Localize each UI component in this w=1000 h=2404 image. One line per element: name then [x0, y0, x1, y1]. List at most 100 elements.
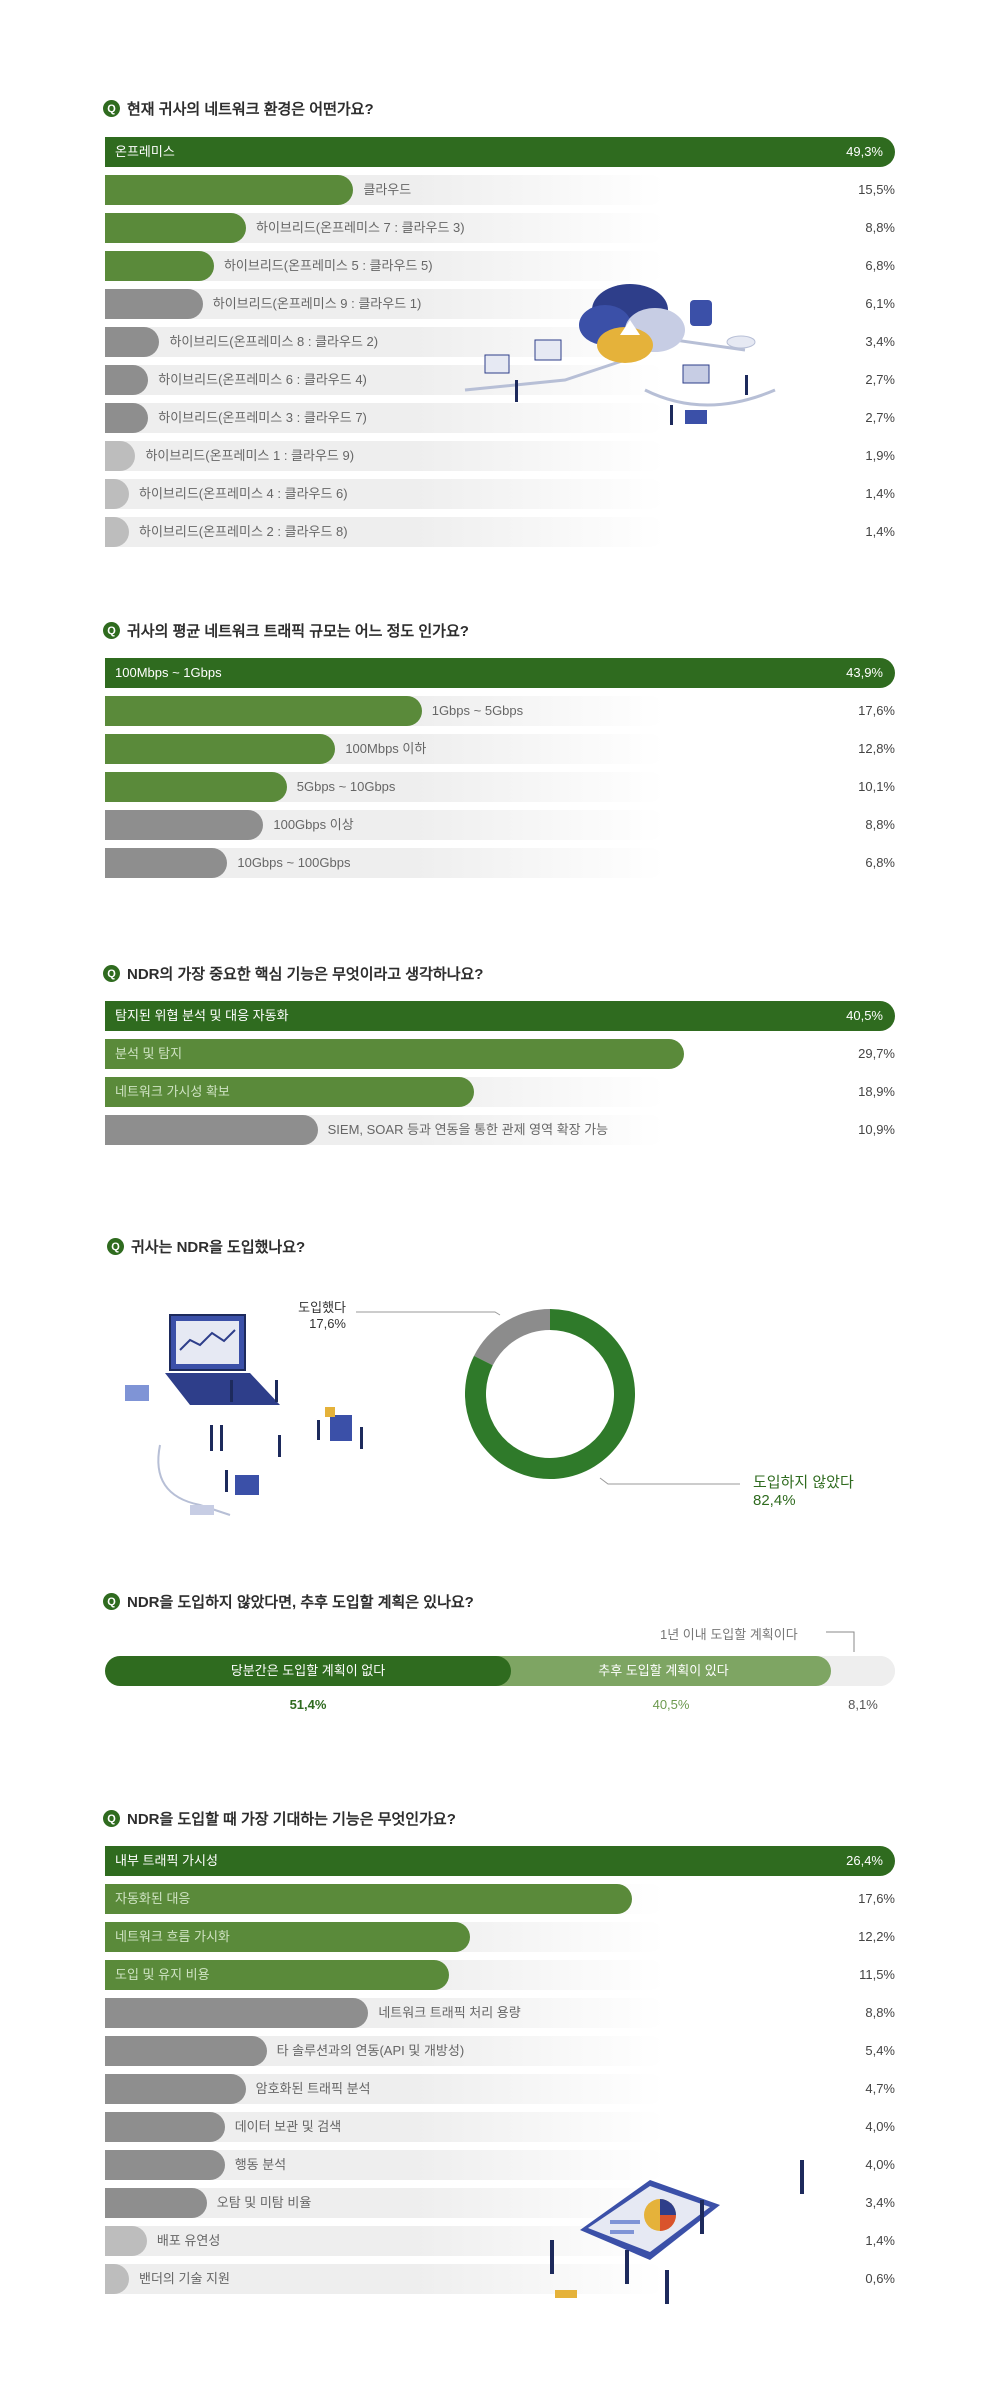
question-title: Q 현재 귀사의 네트워크 환경은 어떤가요? — [103, 98, 374, 119]
bar-label: 하이브리드(온프레미스 5 : 클라우드 5) — [223, 258, 433, 273]
bar-row: 100Mbps 이하 12,8% — [105, 734, 895, 764]
bar-value: 3,4% — [865, 334, 895, 349]
bar — [105, 2188, 207, 2218]
bar-label: 10Gbps ~ 100Gbps — [237, 855, 351, 870]
bar-value: 26,4% — [846, 1853, 883, 1868]
bar-label: 하이브리드(온프레미스 1 : 클라우드 9) — [145, 448, 355, 463]
donut-slice — [474, 1309, 551, 1366]
bar-value: 4,7% — [865, 2081, 895, 2096]
bar — [105, 848, 228, 878]
bar-row: 하이브리드(온프레미스 1 : 클라우드 9) 1,9% — [105, 441, 895, 471]
q-badge-icon: Q — [103, 622, 120, 639]
bar — [105, 810, 264, 840]
bar-label: SIEM, SOAR 등과 연동을 통한 관제 영역 확장 가능 — [327, 1122, 609, 1137]
bar-row: 배포 유연성 1,4% — [105, 2226, 895, 2256]
stack-segment — [831, 1656, 895, 1686]
question-text: NDR을 도입하지 않았다면, 추후 도입할 계획은 있나요? — [127, 1594, 474, 1611]
bar-row: 하이브리드(온프레미스 5 : 클라우드 5) 6,8% — [105, 251, 895, 281]
bar-value: 17,6% — [858, 703, 895, 718]
bar-row: 하이브리드(온프레미스 8 : 클라우드 2) 3,4% — [105, 327, 895, 357]
bar — [105, 251, 214, 281]
bar-value: 15,5% — [858, 182, 895, 197]
bar-value: 29,7% — [858, 1046, 895, 1061]
question-text: 현재 귀사의 네트워크 환경은 어떤가요? — [127, 101, 374, 118]
bar-track — [105, 327, 665, 357]
bar — [105, 137, 895, 167]
bar — [105, 2112, 225, 2142]
bar-label: 클라우드 — [363, 182, 412, 197]
question-title: Q NDR을 도입할 때 가장 기대하는 기능은 무엇인가요? — [103, 1808, 456, 1829]
bar — [105, 2150, 225, 2180]
within-year-label: 1년 이내 도입할 계획이다 — [660, 1627, 798, 1642]
bar-row: 클라우드 15,5% — [105, 175, 895, 205]
question-text: 귀사는 NDR을 도입했나요? — [131, 1239, 306, 1256]
bar-label: 온프레미스 — [115, 144, 175, 159]
bar-label: 하이브리드(온프레미스 2 : 클라우드 8) — [139, 524, 348, 539]
bar — [105, 289, 203, 319]
bar-label: 네트워크 가시성 확보 — [115, 1084, 230, 1099]
stack-value: 51,4% — [289, 1697, 327, 1712]
bar-value: 1,9% — [865, 448, 895, 463]
bar-value: 5,4% — [865, 2043, 895, 2058]
bar-row: 1Gbps ~ 5Gbps 17,6% — [105, 696, 895, 726]
bar-label: 100Mbps 이하 — [345, 741, 427, 756]
bar — [105, 1077, 474, 1107]
bar — [105, 1884, 632, 1914]
bar-label: 하이브리드(온프레미스 6 : 클라우드 4) — [158, 372, 367, 387]
bar — [105, 1001, 895, 1031]
bar-track — [105, 2264, 665, 2294]
stack-label: 당분간은 도입할 계획이 없다 — [230, 1663, 386, 1678]
bar-row: 하이브리드(온프레미스 3 : 클라우드 7) 2,7% — [105, 403, 895, 433]
bar-label: 암호화된 트래픽 분석 — [255, 2081, 371, 2096]
bar-row: 네트워크 가시성 확보 18,9% — [105, 1077, 895, 1107]
bar-row: SIEM, SOAR 등과 연동을 통한 관제 영역 확장 가능 10,9% — [105, 1115, 895, 1145]
bar-value: 49,3% — [846, 144, 883, 159]
question-title: Q 귀사는 NDR을 도입했나요? — [107, 1236, 305, 1257]
bar — [105, 2264, 129, 2294]
question-title: Q NDR을 도입하지 않았다면, 추후 도입할 계획은 있나요? — [103, 1591, 474, 1612]
bar-value: 6,8% — [865, 855, 895, 870]
bar-row: 하이브리드(온프레미스 4 : 클라우드 6) 1,4% — [105, 479, 895, 509]
laptop-team-illustration-icon — [125, 1314, 363, 1516]
bar-row: 하이브리드(온프레미스 7 : 클라우드 3) 8,8% — [105, 213, 895, 243]
bar-row: 100Gbps 이상 8,8% — [105, 810, 895, 840]
question-title: Q NDR의 가장 중요한 핵심 기능은 무엇이라고 생각하나요? — [103, 963, 483, 984]
bar-row: 내부 트래픽 가시성 26,4% — [105, 1846, 895, 1876]
bar-value: 10,9% — [858, 1122, 895, 1137]
bar — [105, 1960, 450, 1990]
bar — [105, 175, 354, 205]
bar-label: 네트워크 흐름 가시화 — [115, 1929, 230, 1944]
bar-value: 4,0% — [865, 2157, 895, 2172]
bar-label: 하이브리드(온프레미스 8 : 클라우드 2) — [169, 334, 379, 349]
bar — [105, 696, 422, 726]
bar-label: 5Gbps ~ 10Gbps — [296, 779, 396, 794]
bar-value: 18,9% — [858, 1084, 895, 1099]
bar — [105, 2036, 267, 2066]
bar-label: 분석 및 탐지 — [115, 1046, 183, 1061]
bar-label: 네트워크 트래픽 처리 용량 — [378, 2005, 521, 2020]
bar-row: 암호화된 트래픽 분석 4,7% — [105, 2074, 895, 2104]
bar-row: 도입 및 유지 비용 11,5% — [105, 1960, 895, 1990]
bar-row: 분석 및 탐지 29,7% — [105, 1039, 895, 1069]
bar-value: 8,8% — [865, 220, 895, 235]
bar-value: 2,7% — [865, 372, 895, 387]
bar-label: 타 솔루션과의 연동(API 및 개방성) — [276, 2043, 465, 2058]
question-text: NDR을 도입할 때 가장 기대하는 기능은 무엇인가요? — [127, 1811, 456, 1828]
report-team-illustration-icon — [550, 2160, 804, 2304]
not-adopted-leader-line — [599, 1477, 740, 1485]
bar-row: 탐지된 위협 분석 및 대응 자동화 40,5% — [105, 1001, 895, 1031]
bar — [105, 1039, 685, 1069]
bar-row: 오탐 및 미탐 비율 3,4% — [105, 2188, 895, 2218]
bar-row: 행동 분석 4,0% — [105, 2150, 895, 2180]
bar — [105, 772, 287, 802]
bar — [105, 1846, 895, 1876]
bar — [105, 2226, 147, 2256]
bar-track — [105, 365, 665, 395]
bar — [105, 2074, 246, 2104]
bar-track — [105, 517, 665, 547]
adoption-donut-chart — [356, 1309, 740, 1485]
bar — [105, 1998, 369, 2028]
bar-track — [105, 403, 665, 433]
question-title: Q 귀사의 평균 네트워크 트래픽 규모는 어느 정도 인가요? — [103, 620, 469, 641]
bar-value: 6,8% — [865, 258, 895, 273]
